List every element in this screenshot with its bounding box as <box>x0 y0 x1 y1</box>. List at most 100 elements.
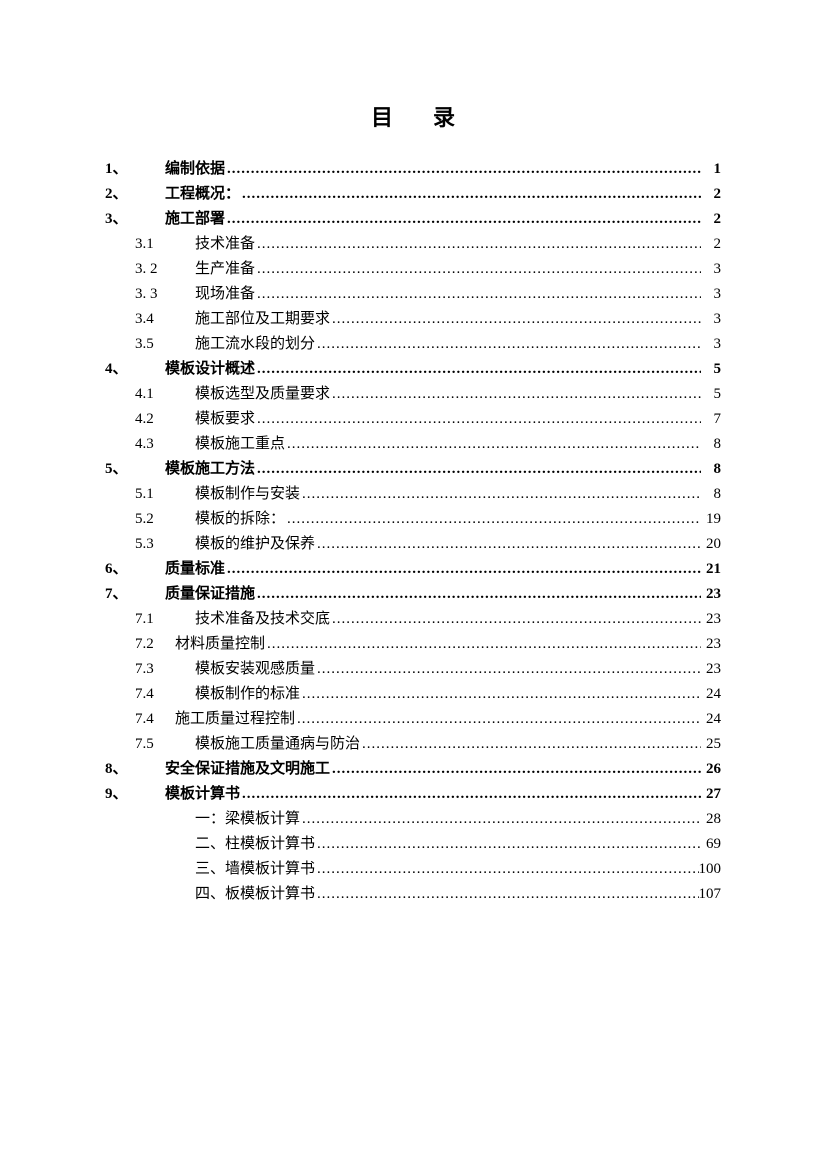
toc-sub-number: 7.2 <box>135 632 175 657</box>
toc-leader-dots <box>255 582 701 607</box>
toc-page-number: 26 <box>701 757 721 782</box>
toc-label: 质量标准 <box>165 557 225 582</box>
toc-sub-number: 3. 2 <box>135 257 195 282</box>
toc-leader-dots <box>360 732 701 757</box>
toc-leader-dots <box>240 782 701 807</box>
toc-entry: 1、编制依据1 <box>105 157 721 182</box>
toc-leader-dots <box>285 507 701 532</box>
toc-leader-dots <box>315 332 701 357</box>
toc-leader-dots <box>315 832 701 857</box>
toc-entry: 4、模板设计概述5 <box>105 357 721 382</box>
toc-entry: 5、模板施工方法8 <box>105 457 721 482</box>
toc-entry: 6、质量标准21 <box>105 557 721 582</box>
toc-sub-label: 施工流水段的划分 <box>195 332 315 357</box>
toc-entry: 三、墙模板计算书100 <box>105 857 721 882</box>
toc-entry: 四、板模板计算书107 <box>105 882 721 907</box>
toc-leader-dots <box>255 257 701 282</box>
toc-sub-number: 7.4 <box>135 707 175 732</box>
toc-entry: 7、质量保证措施23 <box>105 582 721 607</box>
toc-entry: 7.4施工质量过程控制24 <box>105 707 721 732</box>
toc-sub-number: 3.4 <box>135 307 195 332</box>
toc-sub-number: 3.5 <box>135 332 195 357</box>
toc-sub-label: 模板的维护及保养 <box>195 532 315 557</box>
toc-entry: 3.5施工流水段的划分 3 <box>105 332 721 357</box>
toc-page-number: 23 <box>701 657 721 682</box>
toc-page-number: 3 <box>701 307 721 332</box>
toc-sub-label: 技术准备 <box>195 232 255 257</box>
toc-number: 8、 <box>105 757 165 782</box>
toc-sub-label: 模板施工质量通病与防治 <box>195 732 360 757</box>
toc-page-number: 3 <box>701 257 721 282</box>
toc-entry: 4.3模板施工重点8 <box>105 432 721 457</box>
toc-leader-dots <box>255 282 701 307</box>
toc-entry: 7.1技术准备及技术交底23 <box>105 607 721 632</box>
toc-sub-label: 施工部位及工期要求 <box>195 307 330 332</box>
toc-entry: 5.1模板制作与安装8 <box>105 482 721 507</box>
toc-number: 7、 <box>105 582 165 607</box>
toc-label: 编制依据 <box>165 157 225 182</box>
toc-leader-dots <box>255 457 701 482</box>
toc-leader-dots <box>265 632 701 657</box>
toc-leader-dots <box>315 532 701 557</box>
toc-entry: 5.2模板的拆除：19 <box>105 507 721 532</box>
toc-sub-number: 3.1 <box>135 232 195 257</box>
toc-leader-dots <box>330 607 701 632</box>
toc-leader-dots <box>300 807 701 832</box>
toc-page-number: 23 <box>701 607 721 632</box>
toc-leader-dots <box>315 857 698 882</box>
toc-sub-label: 三、墙模板计算书 <box>195 857 315 882</box>
toc-sub-label: 模板制作的标准 <box>195 682 300 707</box>
toc-label: 模板设计概述 <box>165 357 255 382</box>
toc-sub-label: 模板安装观感质量 <box>195 657 315 682</box>
toc-leader-dots <box>295 707 701 732</box>
toc-page-number: 2 <box>701 207 721 232</box>
toc-sub-number: 4.2 <box>135 407 195 432</box>
toc-sub-label: 生产准备 <box>195 257 255 282</box>
toc-page-number: 25 <box>701 732 721 757</box>
toc-number: 1、 <box>105 157 165 182</box>
toc-entry: 9、模板计算书27 <box>105 782 721 807</box>
document-title: 目录 <box>105 100 721 132</box>
toc-sub-number: 5.2 <box>135 507 195 532</box>
table-of-contents: 1、编制依据12、工程概况：23、施工部署23.1技术准备23. 2生产准备33… <box>105 157 721 907</box>
toc-page-number: 2 <box>701 232 721 257</box>
toc-page-number: 23 <box>701 632 721 657</box>
toc-entry: 4.1模板选型及质量要求5 <box>105 382 721 407</box>
toc-leader-dots <box>255 232 701 257</box>
toc-sub-label: 四、板模板计算书 <box>195 882 315 907</box>
toc-page-number: 5 <box>701 357 721 382</box>
toc-entry: 3.1技术准备 2 <box>105 232 721 257</box>
toc-page-number: 24 <box>701 707 721 732</box>
toc-sub-label: 模板选型及质量要求 <box>195 382 330 407</box>
toc-sub-number: 4.1 <box>135 382 195 407</box>
toc-leader-dots <box>285 432 701 457</box>
toc-sub-label: 模板施工重点 <box>195 432 285 457</box>
toc-leader-dots <box>330 307 701 332</box>
toc-page-number: 2 <box>701 182 721 207</box>
toc-entry: 3. 3现场准备3 <box>105 282 721 307</box>
toc-sub-label: 模板要求 <box>195 407 255 432</box>
toc-page-number: 20 <box>701 532 721 557</box>
toc-leader-dots <box>225 207 701 232</box>
toc-label: 模板施工方法 <box>165 457 255 482</box>
toc-page-number: 3 <box>701 332 721 357</box>
toc-number: 9、 <box>105 782 165 807</box>
toc-leader-dots <box>255 357 701 382</box>
toc-page-number: 24 <box>701 682 721 707</box>
toc-sub-number: 5.1 <box>135 482 195 507</box>
toc-sub-label: 模板制作与安装 <box>195 482 300 507</box>
toc-entry: 5.3模板的维护及保养20 <box>105 532 721 557</box>
toc-label: 施工部署 <box>165 207 225 232</box>
toc-leader-dots <box>300 482 701 507</box>
toc-entry: 7.3模板安装观感质量 23 <box>105 657 721 682</box>
toc-label: 工程概况： <box>165 182 240 207</box>
toc-leader-dots <box>330 757 701 782</box>
toc-entry: 3.4施工部位及工期要求 3 <box>105 307 721 332</box>
toc-entry: 7.2材料质量控制23 <box>105 632 721 657</box>
toc-sub-number: 7.3 <box>135 657 195 682</box>
toc-leader-dots <box>330 382 701 407</box>
toc-sub-label: 技术准备及技术交底 <box>195 607 330 632</box>
toc-leader-dots <box>315 657 701 682</box>
toc-entry: 7.5模板施工质量通病与防治25 <box>105 732 721 757</box>
toc-entry: 二、柱模板计算书69 <box>105 832 721 857</box>
